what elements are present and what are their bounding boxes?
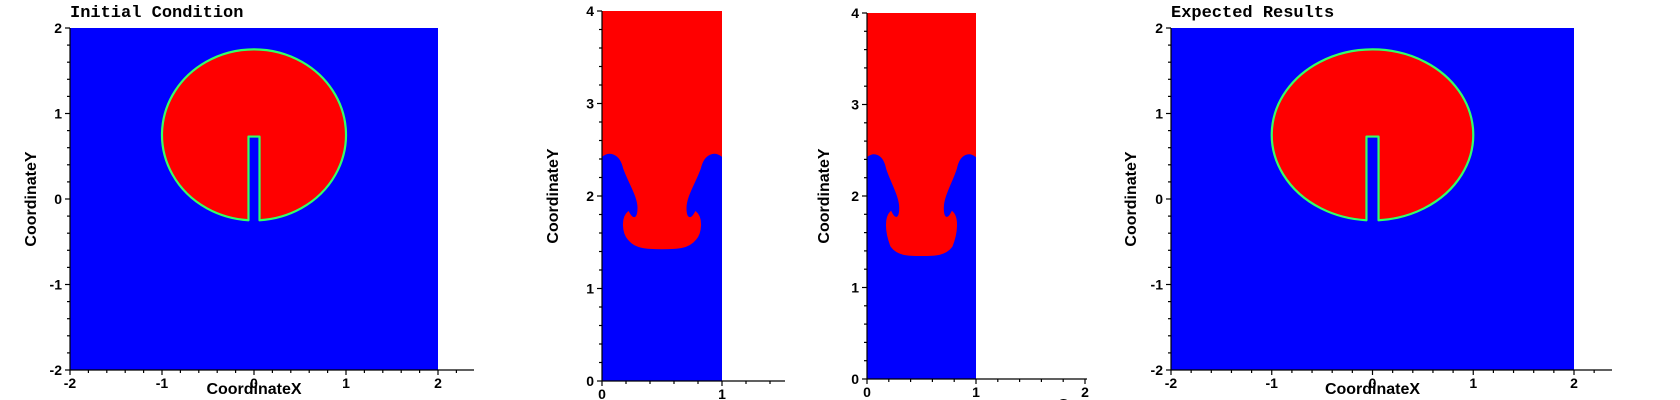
chart-title: Initial Condition	[70, 4, 243, 23]
x-tick-label: -2	[64, 375, 77, 391]
y-tick-label: 2	[586, 188, 594, 204]
y-tick-label: 2	[1155, 20, 1163, 36]
x-tick-label: 1	[1469, 375, 1477, 391]
chart-title: Expected Results	[1171, 4, 1334, 23]
x-tick-label: -2	[1165, 375, 1178, 391]
x-axis-label: CoordinateX	[1325, 381, 1420, 398]
x-tick-label: 2	[434, 375, 442, 391]
y-tick-label: 1	[851, 280, 859, 296]
y-tick-label: 4	[851, 5, 859, 21]
x-tick-label: 0	[863, 384, 871, 400]
field-layer	[70, 28, 438, 370]
y-tick-label: -2	[50, 362, 63, 378]
x-tick-label: -1	[1266, 375, 1279, 391]
chart-panel-3: 0 1 2 3 4 0 1 2 CoordinateY Coo	[816, 5, 1089, 400]
x-tick-label: 0	[1369, 375, 1377, 391]
x-tick-label: 2	[1081, 384, 1089, 400]
x-tick-label: 0	[598, 386, 606, 400]
slotted-disk-shape	[160, 48, 348, 222]
y-tick-label: 1	[1155, 106, 1163, 122]
y-tick-label: 2	[851, 188, 859, 204]
y-tick-label: 0	[586, 373, 594, 389]
y-tick-label: 3	[586, 96, 594, 112]
chart-panel-1: -2 -1 0 1 2 -2 -1 0 1 2 Initial Condition Coordinat…	[23, 4, 474, 398]
x-tick-label: 1	[972, 384, 980, 400]
y-tick-label: -2	[1151, 362, 1164, 378]
x-axis-label: Coo	[1057, 397, 1088, 400]
y-tick-label: 1	[586, 281, 594, 297]
y-tick-label: 1	[54, 106, 62, 122]
y-tick-label: 0	[54, 191, 62, 207]
y-tick-label: 3	[851, 97, 859, 113]
field-layer	[1171, 28, 1574, 370]
y-tick-label: 0	[1155, 191, 1163, 207]
chart-panel-4: -2 -1 0 1 2 -2 -1 0 1 2 Expected Results Coordinate…	[1123, 4, 1612, 398]
field-layer	[867, 13, 976, 379]
chart-panel-2: 0 1 2 3 4 0 1 CoordinateY	[545, 3, 785, 400]
red-fluid-region	[602, 11, 722, 250]
red-fluid-region	[867, 13, 976, 256]
x-tick-label: -1	[156, 375, 169, 391]
y-tick-label: -1	[50, 277, 63, 293]
y-tick-label: 4	[586, 3, 594, 19]
x-tick-label: 0	[250, 375, 258, 391]
slotted-disk-shape	[1270, 48, 1475, 222]
x-tick-label: 1	[718, 386, 726, 400]
y-axis-label: CoordinateY	[1123, 151, 1140, 246]
y-tick-label: -1	[1151, 277, 1164, 293]
y-tick-label: 0	[851, 371, 859, 387]
x-tick-label: 1	[342, 375, 350, 391]
x-tick-label: 2	[1570, 375, 1578, 391]
x-axis-label: CoordinateX	[206, 381, 301, 398]
y-axis-label: CoordinateY	[23, 151, 40, 246]
y-tick-label: 2	[54, 20, 62, 36]
y-axis-label: CoordinateY	[816, 148, 833, 243]
y-axis-label: CoordinateY	[545, 148, 562, 243]
field-layer	[602, 11, 722, 381]
